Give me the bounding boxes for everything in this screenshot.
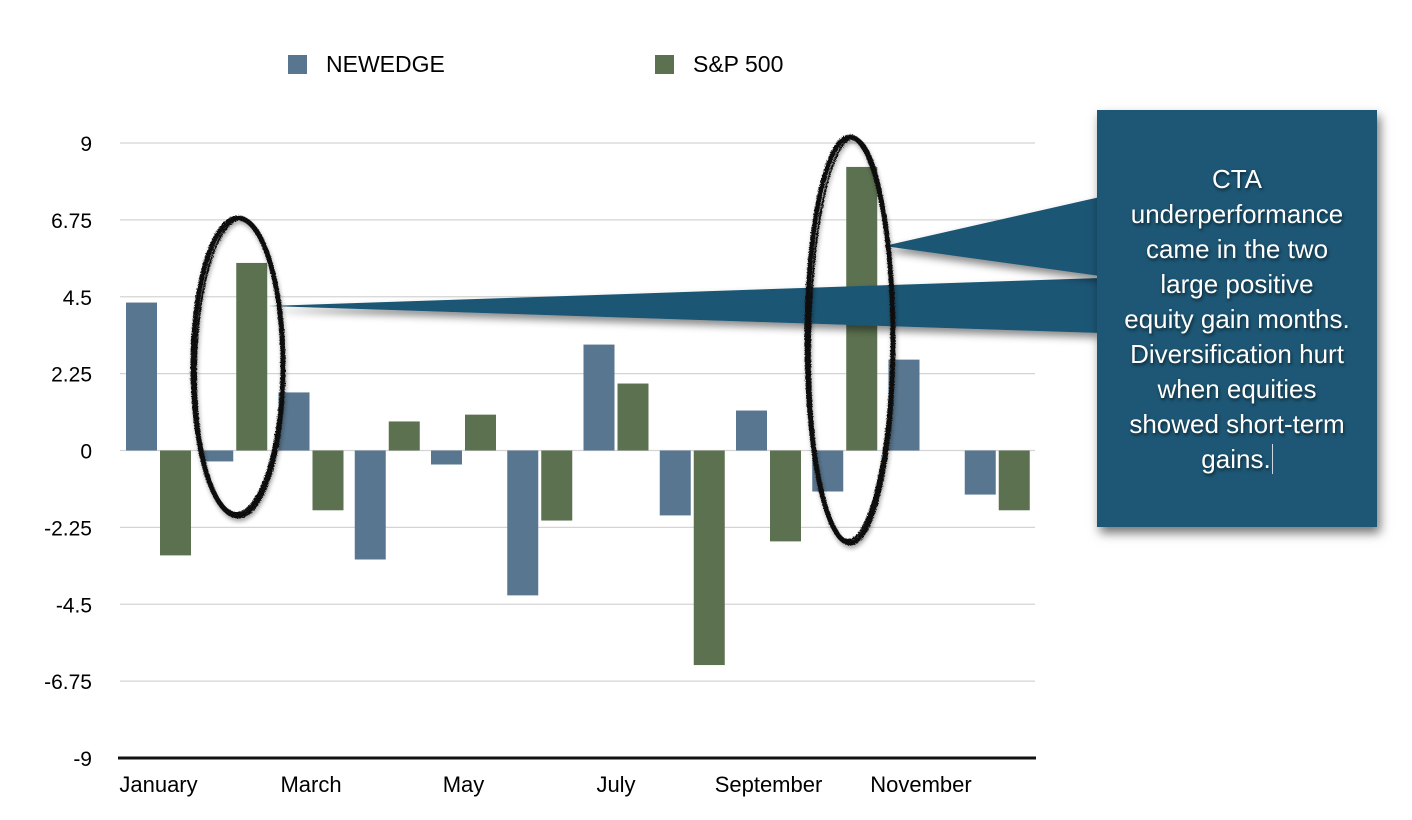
text-cursor (1271, 444, 1273, 474)
y-tick-label: -6.75 (44, 671, 92, 694)
x-axis-ticks: January March May July September November (119, 772, 971, 797)
bar-s-p-500-september (770, 450, 801, 542)
y-tick-label: 9 (80, 133, 92, 156)
x-tick-label: September (715, 772, 823, 797)
bar-newedge-december (964, 450, 996, 495)
bar-s-p-500-july (617, 383, 649, 451)
bar-newedge-may (431, 450, 462, 465)
callout-line: equity gain months. (1124, 304, 1350, 334)
callout-line: when equities (1157, 374, 1317, 404)
callout-line: large positive (1160, 269, 1314, 299)
callout-pointer-february (268, 278, 1100, 333)
x-tick-label: July (596, 772, 635, 797)
legend-swatch-sp500 (655, 54, 674, 74)
callout-line: Diversification hurt (1130, 339, 1344, 369)
legend-swatch-newedge (288, 54, 307, 74)
y-tick-label: -9 (73, 748, 92, 771)
x-tick-label: May (443, 772, 485, 797)
bar-s-p-500-april (388, 421, 420, 451)
bar-newedge-july (583, 344, 615, 451)
bar-newedge-august (659, 450, 691, 516)
bar-newedge-january (126, 302, 157, 451)
y-tick-label: -2.25 (44, 517, 92, 540)
bar-newedge-february (202, 450, 234, 462)
callout-line: CTA (1211, 164, 1263, 194)
highlight-circle-october (804, 134, 896, 546)
y-axis-ticks: 9 6.75 4.5 2.25 0 -2.25 -4.5 -6.75 -9 (44, 133, 92, 771)
callout-box[interactable]: CTA underperformance came in the two lar… (1097, 110, 1377, 527)
x-tick-label: January (119, 772, 197, 797)
bar-series (126, 166, 1030, 666)
bar-newedge-april (354, 450, 386, 560)
y-tick-label: 2.25 (51, 364, 92, 387)
bar-newedge-september (736, 410, 767, 451)
callout-line: came in the two (1145, 234, 1329, 264)
bar-s-p-500-august (693, 450, 725, 666)
y-tick-label: 0 (80, 441, 92, 464)
legend-item-newedge: NEWEDGE (288, 50, 445, 78)
x-tick-label: November (870, 772, 971, 797)
y-tick-label: 4.5 (63, 287, 92, 310)
legend-label: S&P 500 (693, 51, 784, 77)
bar-s-p-500-december (998, 450, 1030, 511)
y-tick-label: -4.5 (56, 594, 92, 617)
bar-s-p-500-june (541, 450, 573, 521)
legend-label: NEWEDGE (326, 51, 445, 77)
bar-s-p-500-march (312, 450, 344, 511)
callout-line: underperformance (1130, 199, 1344, 229)
legend-item-sp500: S&P 500 (655, 50, 783, 78)
callout-line: showed short-term (1129, 409, 1345, 439)
y-tick-label: 6.75 (51, 210, 92, 233)
bar-s-p-500-may (465, 414, 496, 451)
bar-s-p-500-february (236, 262, 268, 451)
x-tick-label: March (280, 772, 341, 797)
callout-text[interactable]: CTA underperformance came in the two lar… (1105, 162, 1369, 477)
callout-line: gains. (1201, 444, 1271, 474)
highlight-circle-february (190, 215, 286, 519)
bar-newedge-june (507, 450, 539, 596)
bar-s-p-500-january (160, 450, 191, 556)
callout-pointer-october (884, 197, 1100, 276)
